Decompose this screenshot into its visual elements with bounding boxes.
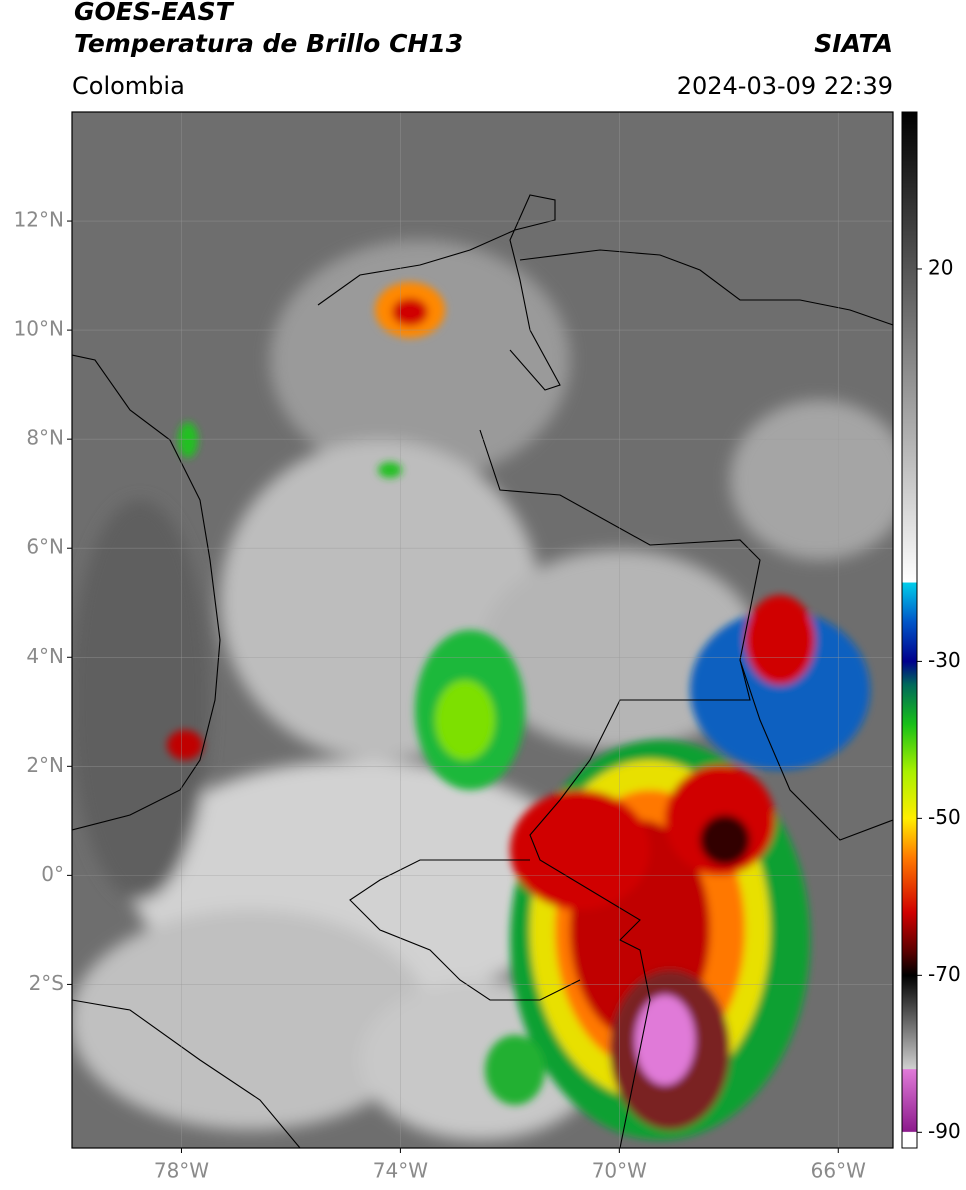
y-tick-label: 2°N <box>26 753 64 777</box>
title: GOES-EAST <box>74 0 235 26</box>
colorbar-tick-label: -30 <box>928 648 961 672</box>
coast <box>72 999 301 1148</box>
y-tick-label: 12°N <box>14 208 64 232</box>
x-tick-label: 70°W <box>592 1159 647 1183</box>
y-tick-label: 2°S <box>29 971 64 995</box>
y-tick-label: 0° <box>41 862 64 886</box>
y-tick-label: 8°N <box>26 426 64 450</box>
colorbar-tick-label: -90 <box>928 1119 961 1143</box>
colorbar-tick-label: -70 <box>928 962 961 986</box>
x-tick-label: 66°W <box>811 1159 866 1183</box>
colorbar-tick-label: 20 <box>928 255 953 279</box>
colorbar <box>901 111 918 1149</box>
coast <box>72 354 221 831</box>
y-tick-label: 10°N <box>14 317 64 341</box>
x-tick-label: 74°W <box>373 1159 428 1183</box>
y-tick-label: 4°N <box>26 644 64 668</box>
coast <box>519 249 893 326</box>
x-tick-label: 78°W <box>154 1159 209 1183</box>
timestamp: 2024-03-09 22:39 <box>677 72 893 100</box>
border <box>739 659 893 841</box>
coast <box>317 194 561 391</box>
y-tick-label: 6°N <box>26 535 64 559</box>
source: SIATA <box>814 29 893 58</box>
map-frame <box>71 111 894 1149</box>
border <box>479 429 761 1148</box>
border <box>349 859 581 1001</box>
satellite-image <box>72 112 893 1148</box>
region: Colombia <box>72 72 185 100</box>
subtitle: Temperatura de Brillo CH13 <box>74 29 463 58</box>
colorbar-tick-label: -50 <box>928 805 961 829</box>
